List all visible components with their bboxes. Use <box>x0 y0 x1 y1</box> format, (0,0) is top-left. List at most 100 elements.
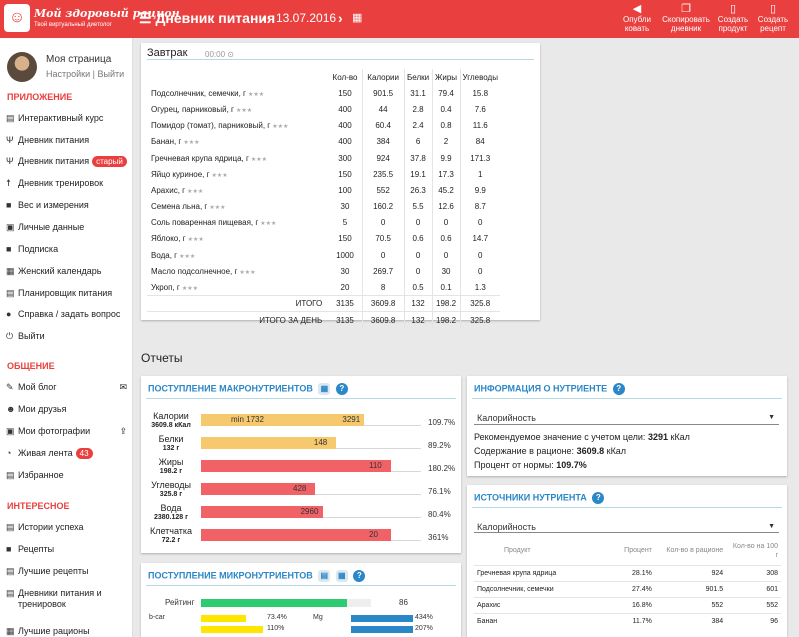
logout-link[interactable]: Выйти <box>97 69 125 79</box>
macro-norm-value: 110 <box>369 461 382 470</box>
publish-button[interactable]: ◀ Опубли ковать <box>616 3 658 33</box>
product-name-text[interactable]: Подсолнечник, семечки, г <box>151 88 246 98</box>
table-row[interactable]: Вода, г ★★★ 1000 0 0 0 0 <box>147 247 500 264</box>
table-row[interactable]: Гречневая крупа ядрица 28.1% 924 308 <box>474 564 781 581</box>
cell: 0.5 <box>403 279 433 296</box>
create-recipe-button[interactable]: ▯ Создать рецепт <box>752 3 794 33</box>
sidebar-item-best-recipes[interactable]: ▤ Лучшие рецепты <box>6 566 89 576</box>
settings-link[interactable]: Настройки <box>46 69 91 79</box>
nutrient-select[interactable]: Калорийность ▼ <box>474 411 779 425</box>
nutrient-sources-panel: ИСТОЧНИКИ НУТРИЕНТА ? Калорийность ▼ Прод… <box>467 485 787 637</box>
sidebar-item-blog[interactable]: ✎ Мой блог ✉ <box>6 382 127 392</box>
next-day-button[interactable]: › <box>338 10 343 26</box>
sidebar-item-recipes[interactable]: ■ Рецепты <box>6 544 55 554</box>
micro-percent: 73.4% <box>267 614 287 621</box>
menu-icon[interactable]: ☰ <box>139 10 152 26</box>
sidebar-item-training-diary[interactable]: ☨ Дневник тренировок <box>6 178 104 188</box>
product-name-text[interactable]: Укроп, г <box>151 282 180 292</box>
table-row[interactable]: Помидор (томат), парниковый, г ★★★ 400 60.4… <box>147 117 500 134</box>
sidebar-item-best-rations[interactable]: ▦ Лучшие рационы <box>6 626 90 636</box>
stars-icon: ★★★ <box>260 221 277 228</box>
table-row[interactable]: Соль поваренная пищевая, г ★★★ 5 0 0 0 0 <box>147 214 500 231</box>
table-row[interactable]: Арахис, г ★★★ 100 552 26.3 45.2 9.9 <box>147 182 500 199</box>
sidebar-item-subscription[interactable]: ■ Подписка <box>6 244 59 254</box>
chat-icon[interactable]: ✉ <box>119 382 127 392</box>
upload-icon[interactable]: ⇪ <box>119 426 127 436</box>
sidebar-item-food-diary[interactable]: Ψ Дневник питания <box>6 135 90 145</box>
cell: 1000 <box>336 250 354 260</box>
cell: 0.4 <box>431 101 461 118</box>
table-row[interactable]: Семена льна, г ★★★ 30 160.2 5.5 12.6 8.7 <box>147 198 500 215</box>
table-row[interactable]: Банан, г ★★★ 400 384 6 2 84 <box>147 133 500 150</box>
create-product-button[interactable]: ▯ Создать продукт <box>712 3 754 33</box>
column-header: Кол-во в рационе <box>666 547 724 555</box>
sidebar-item-weight[interactable]: ■ Вес и измерения <box>6 200 89 210</box>
column-header: Продукт <box>504 547 531 555</box>
calendar-icon[interactable]: ▦ <box>318 383 331 395</box>
macro-track: 3291 min 1732 <box>201 414 421 426</box>
table-icon[interactable]: ▤ <box>318 570 331 582</box>
stars-icon: ★★★ <box>209 205 226 212</box>
sidebar-item-photos[interactable]: ▣ Мои фотографии ⇪ <box>6 426 127 436</box>
cell: 2 <box>431 133 461 150</box>
sidebar-item-meal-planner[interactable]: ▤ Планировщик питания <box>6 288 113 298</box>
product-name-text[interactable]: Вода, г <box>151 250 178 260</box>
product-name-text[interactable]: Яйцо куриное, г <box>151 169 210 179</box>
sidebar-item-live-feed[interactable]: ◔ Живая лента 43 <box>6 448 131 459</box>
sidebar-item-help[interactable]: ● Справка / задать вопрос <box>6 309 121 319</box>
copy-diary-button[interactable]: ❐ Скопировать дневник <box>658 3 714 33</box>
table-row[interactable]: Укроп, г ★★★ 20 8 0.5 0.1 1.3 <box>147 279 500 296</box>
product-name-text[interactable]: Семена льна, г <box>151 202 208 212</box>
micro-percent: 434% <box>415 614 433 621</box>
cell: 901.5 <box>361 85 405 102</box>
product-name-text[interactable]: Арахис, г <box>151 185 186 195</box>
product-name-text[interactable]: Яблоко, г <box>151 234 186 244</box>
sidebar-item-course[interactable]: ▤ Интерактивный курс <box>6 113 104 123</box>
macro-label: Жиры 198.2 г <box>141 458 201 476</box>
prev-day-button[interactable]: ‹ <box>262 10 267 26</box>
sidebar-item-friends[interactable]: ☻ Мои друзья <box>6 404 67 414</box>
cell: 0 <box>361 247 405 264</box>
macro-bar <box>201 506 323 518</box>
calendar-icon[interactable]: ▦ <box>352 12 363 24</box>
cell: 19.1 <box>403 166 433 183</box>
table-row[interactable]: Масло подсолнечное, г ★★★ 30 269.7 0 30 0 <box>147 263 500 280</box>
product-name-text[interactable]: Огурец, парниковый, г <box>151 104 234 114</box>
product-name-text[interactable]: Масло подсолнечное, г <box>151 266 238 276</box>
avatar[interactable] <box>7 52 37 82</box>
help-icon[interactable]: ? <box>612 383 625 395</box>
fork-knife-icon: Ψ <box>6 156 14 166</box>
profile-name-link[interactable]: Моя страница <box>46 54 112 65</box>
table-row[interactable]: Арахис 16.8% 552 552 <box>474 596 781 613</box>
sidebar-item-favorites[interactable]: ▤ Избранное <box>6 470 64 480</box>
nutrient-info-title: ИНФОРМАЦИЯ О НУТРИЕНТЕ ? <box>474 383 625 395</box>
calendar-icon[interactable]: ▦ <box>335 570 348 582</box>
meal-time[interactable]: 00:00 ⊙ <box>205 50 234 59</box>
table-row[interactable]: Гречневая крупа ядрица, г ★★★ 300 924 37.8 9.… <box>147 149 500 167</box>
macro-name: Клетчатка <box>149 526 193 536</box>
sidebar-item-personal-data[interactable]: ▣ Личные данные <box>6 222 85 232</box>
product-name-text[interactable]: Банан, г <box>151 137 182 147</box>
table-row[interactable]: Подсолнечник, семечки, г ★★★ 150 901.5 31.1 7… <box>147 85 500 102</box>
product-name-text[interactable]: Соль поваренная пищевая, г <box>151 218 259 228</box>
logo[interactable]: ☺ Мой здоровый рацион Твой виртуальный д… <box>2 3 180 35</box>
help-icon[interactable]: ? <box>592 492 605 504</box>
product-name-text[interactable]: Гречневая крупа ядрица, г <box>151 153 249 163</box>
help-icon[interactable]: ? <box>335 383 348 395</box>
sidebar-item-success-stories[interactable]: ▤ Истории успеха <box>6 522 84 532</box>
sources-select[interactable]: Калорийность ▼ <box>474 520 779 533</box>
cell: 150 <box>338 234 352 244</box>
table-row[interactable]: Банан 11.7% 384 96 <box>474 612 781 629</box>
cell: 0 <box>459 214 500 231</box>
table-row[interactable]: Яйцо куриное, г ★★★ 150 235.5 19.1 17.3 1 <box>147 166 500 183</box>
help-icon[interactable]: ? <box>353 570 366 582</box>
sidebar-item-logout[interactable]: ⏻ Выйти <box>6 331 45 341</box>
sidebar-item-diaries[interactable]: ▤ Дневники питания и тренировок <box>6 588 102 609</box>
product-name-text[interactable]: Помидор (томат), парниковый, г <box>151 121 271 131</box>
table-row[interactable]: Подсолнечник, семечки 27.4% 901.5 601 <box>474 580 781 597</box>
table-row[interactable]: Яблоко, г ★★★ 150 70.5 0.6 0.6 14.7 <box>147 230 500 248</box>
table-row[interactable]: Огурец, парниковый, г ★★★ 400 44 2.8 0.4 7.6 <box>147 101 500 118</box>
cell: 0 <box>403 263 433 280</box>
sidebar-item-women-calendar[interactable]: ▦ Женский календарь <box>6 266 102 276</box>
sidebar-item-food-diary-old[interactable]: Ψ Дневник питания старый <box>6 156 131 167</box>
